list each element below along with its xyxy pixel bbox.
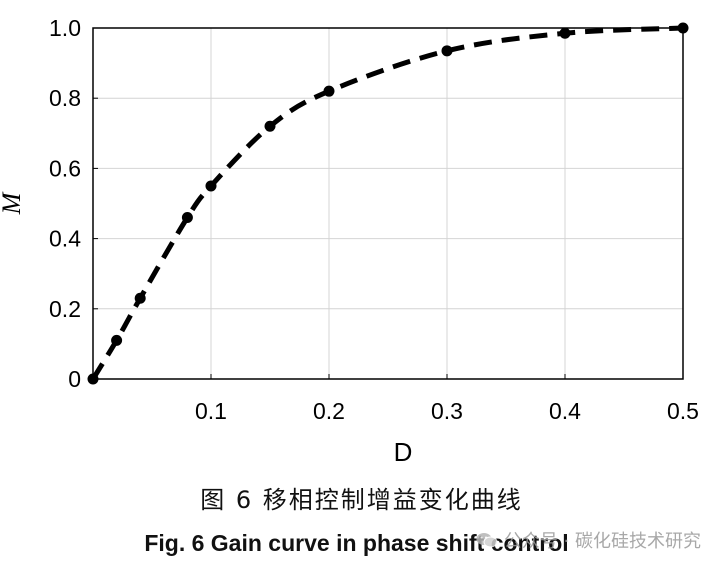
x-tick-label: 0.2	[313, 398, 345, 424]
data-point	[323, 85, 335, 97]
x-axis-ticks: 0.1 0.2 0.3 0.4 0.5	[195, 374, 699, 424]
y-axis-label: M	[0, 191, 26, 215]
data-point	[87, 373, 99, 385]
data-points	[87, 22, 689, 385]
y-tick-label: 0.8	[49, 85, 81, 111]
data-point	[677, 22, 689, 34]
grid	[93, 27, 684, 380]
x-tick-label: 0.3	[431, 398, 463, 424]
wechat-icon	[476, 533, 498, 548]
y-tick-label: 0.2	[49, 296, 81, 322]
y-tick-label: 0.6	[49, 155, 81, 181]
figure-caption-chinese: 图 6 移相控制增益变化曲线	[200, 486, 523, 514]
x-tick-label: 0.1	[195, 398, 227, 424]
x-tick-label: 0.5	[667, 398, 699, 424]
data-point	[205, 180, 217, 192]
plot-frame	[92, 27, 684, 380]
data-point	[264, 120, 276, 132]
y-tick-label: 0	[68, 366, 81, 392]
watermark: 公众号 · 碳化硅技术研究	[476, 527, 701, 553]
y-tick-label: 0.4	[49, 226, 81, 252]
x-tick-label: 0.4	[549, 398, 581, 424]
data-point	[134, 292, 146, 304]
y-tick-label: 1.0	[49, 15, 81, 41]
figure-caption-english: Fig. 6 Gain curve in phase shift control	[144, 530, 569, 556]
watermark-text: 公众号 · 碳化硅技术研究	[503, 531, 701, 552]
series-line	[90, 25, 684, 381]
data-point	[111, 334, 123, 346]
data-point	[559, 27, 571, 39]
x-axis-label: D	[394, 437, 413, 467]
data-point	[441, 45, 453, 57]
y-axis-ticks: 0 0.2 0.4 0.6 0.8 1.0	[49, 15, 98, 392]
chart: 0.1 0.2 0.3 0.4 0.5 0 0.2 0.4 0.6 0.8 1.0 D M	[0, 15, 699, 467]
data-point	[181, 212, 193, 224]
